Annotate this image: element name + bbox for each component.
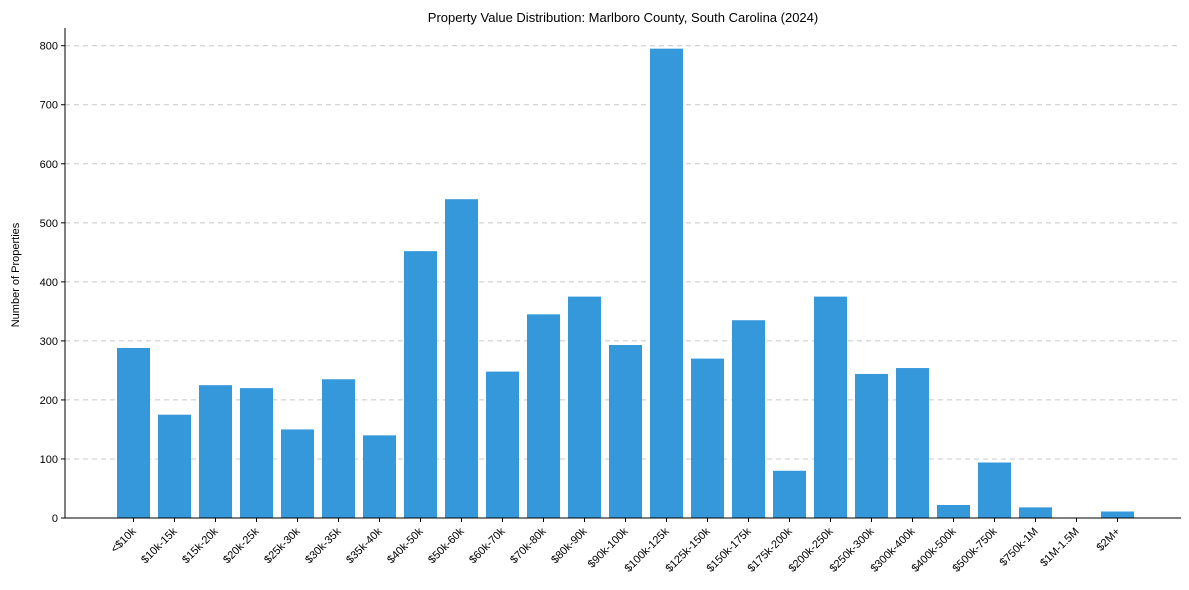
x-tick-label: $35k-40k xyxy=(344,525,385,566)
x-tick-label: $25k-30k xyxy=(262,525,303,566)
x-tick-label: $750k-1M xyxy=(998,526,1041,569)
x-tick-label: $30k-35k xyxy=(303,525,344,566)
x-tick-label: $70k-80k xyxy=(508,525,549,566)
bar-12 xyxy=(609,345,642,518)
bar-5 xyxy=(322,379,355,518)
y-axis-label: Number of Properties xyxy=(10,222,22,327)
x-tick-label: $500k-750k xyxy=(950,525,999,574)
chart-title: Property Value Distribution: Marlboro Co… xyxy=(428,10,818,25)
bar-24 xyxy=(1101,511,1134,518)
bar-0 xyxy=(117,347,150,518)
bar-19 xyxy=(896,368,929,518)
bar-22 xyxy=(1019,507,1052,518)
bar-8 xyxy=(445,199,478,518)
x-tick-label: $1M-1.5M xyxy=(1038,526,1082,570)
x-tick-label: $50k-60k xyxy=(426,525,467,566)
bar-7 xyxy=(404,251,437,519)
bar-15 xyxy=(732,320,765,518)
x-tick-label: $10k-15k xyxy=(139,525,180,566)
y-tick-label: 300 xyxy=(40,336,58,348)
y-tick-label: 200 xyxy=(40,395,58,407)
bars xyxy=(117,48,1134,519)
x-tick-label: $20k-25k xyxy=(221,525,262,566)
y-tick-label: 400 xyxy=(40,277,58,289)
bar-2 xyxy=(199,385,232,518)
y-tick-label: 100 xyxy=(40,454,58,466)
y-ticks: 0 100 200 300 400 500 600 700 800 xyxy=(40,41,65,525)
x-tick-label: $2M+ xyxy=(1094,526,1122,554)
y-tick-label: 700 xyxy=(40,100,58,112)
x-tick-label: $15k-20k xyxy=(180,525,221,566)
bar-10 xyxy=(527,314,560,518)
bar-6 xyxy=(363,435,396,518)
y-tick-label: 500 xyxy=(40,218,58,230)
y-tick-label: 800 xyxy=(40,41,58,53)
bar-13 xyxy=(650,48,683,518)
bar-20 xyxy=(937,505,970,518)
bar-9 xyxy=(486,371,519,518)
bar-17 xyxy=(814,296,847,518)
y-tick-label: 0 xyxy=(52,513,58,525)
x-tick-label: $60k-70k xyxy=(467,525,508,566)
x-tick-label: <$10k xyxy=(109,525,139,555)
y-tick-label: 600 xyxy=(40,159,58,171)
bar-11 xyxy=(568,296,601,518)
x-ticks: <$10k $10k-15k $15k-20k $20k-25k $25k-30k $30… xyxy=(109,518,1123,575)
x-tick-label: $80k-90k xyxy=(549,525,590,566)
bar-4 xyxy=(281,429,314,518)
bar-18 xyxy=(855,373,888,518)
bar-21 xyxy=(978,462,1011,518)
bar-14 xyxy=(691,358,724,518)
bar-1 xyxy=(158,414,191,518)
x-tick-label: $40k-50k xyxy=(385,525,426,566)
bar-16 xyxy=(773,470,806,518)
bar-3 xyxy=(240,388,273,518)
